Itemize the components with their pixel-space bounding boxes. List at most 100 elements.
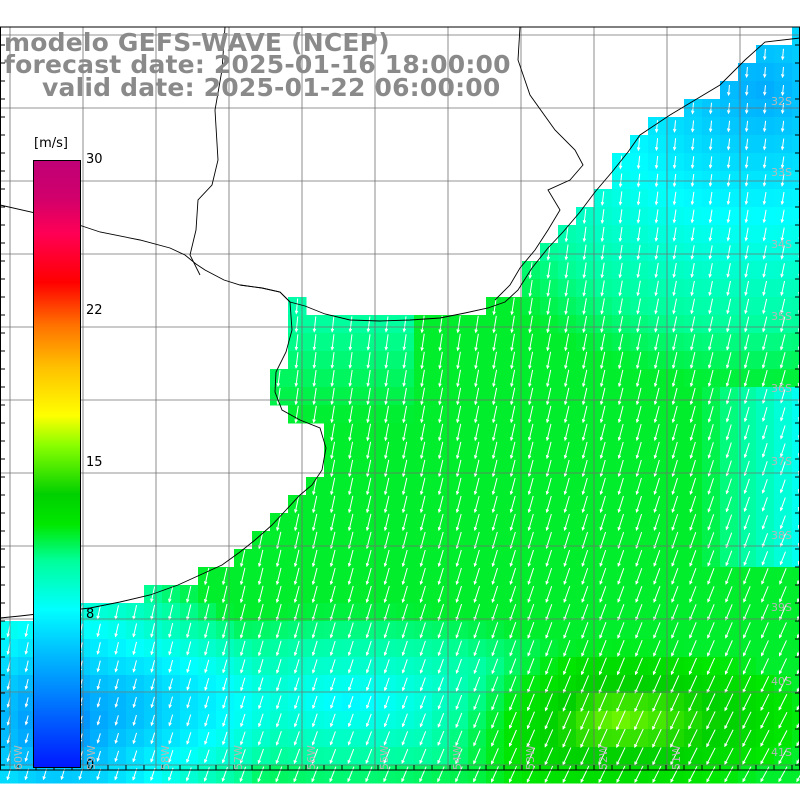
wind-arrow bbox=[419, 713, 426, 728]
wind-arrow bbox=[347, 567, 354, 586]
wind-arrow bbox=[419, 567, 426, 586]
wind-arrow bbox=[761, 586, 769, 603]
wind-arrow bbox=[726, 156, 731, 169]
wind-arrow bbox=[545, 495, 552, 514]
wind-arrow bbox=[204, 731, 210, 746]
wind-arrow bbox=[492, 333, 497, 352]
wind-arrow bbox=[761, 515, 768, 530]
wind-arrow bbox=[508, 747, 517, 765]
wind-arrow bbox=[546, 315, 551, 334]
wind-arrow bbox=[726, 298, 732, 315]
wind-arrow bbox=[150, 714, 156, 727]
wind-arrow bbox=[491, 495, 498, 514]
wind-arrow bbox=[671, 495, 679, 514]
wind-arrow bbox=[150, 696, 155, 709]
wind-arrow bbox=[491, 441, 498, 460]
wind-arrow bbox=[509, 477, 516, 496]
wind-arrow bbox=[780, 138, 785, 151]
wind-arrow bbox=[545, 423, 552, 442]
wind-arrow bbox=[509, 567, 517, 586]
wind-arrow bbox=[492, 423, 498, 442]
wind-arrow bbox=[204, 622, 210, 639]
wind-arrow bbox=[670, 729, 680, 748]
wind-arrow bbox=[707, 640, 715, 657]
wind-arrow bbox=[563, 603, 571, 621]
wind-arrow bbox=[689, 513, 697, 531]
wind-arrow bbox=[419, 766, 427, 783]
wind-arrow bbox=[779, 479, 786, 494]
wind-arrow bbox=[204, 714, 210, 727]
wind-arrow bbox=[600, 280, 605, 297]
wind-arrow bbox=[546, 262, 551, 279]
wind-arrow bbox=[473, 477, 480, 496]
wind-arrow bbox=[455, 712, 463, 729]
wind-arrow bbox=[294, 316, 299, 333]
wind-arrow bbox=[527, 585, 535, 603]
wind-arrow bbox=[580, 675, 590, 694]
wind-arrow bbox=[42, 768, 48, 781]
wind-arrow bbox=[348, 370, 353, 388]
wind-arrow bbox=[796, 702, 800, 711]
wind-arrow bbox=[546, 351, 552, 370]
wind-arrow bbox=[312, 352, 317, 369]
wind-arrow bbox=[455, 549, 462, 568]
wind-arrow bbox=[670, 765, 680, 783]
wind-arrow bbox=[222, 713, 228, 728]
wind-arrow bbox=[437, 585, 444, 604]
wind-arrow bbox=[221, 766, 228, 783]
wind-arrow bbox=[294, 405, 299, 424]
wind-arrow bbox=[508, 766, 517, 783]
wind-arrow bbox=[293, 766, 301, 783]
wind-arrow bbox=[725, 586, 733, 603]
wind-arrow bbox=[545, 622, 553, 639]
wind-arrow bbox=[707, 550, 715, 567]
wind-arrow bbox=[437, 603, 445, 622]
wind-arrow bbox=[689, 387, 696, 406]
wind-arrow bbox=[168, 641, 174, 656]
wind-arrow bbox=[366, 352, 371, 369]
wind-arrow bbox=[780, 84, 785, 97]
wind-arrow bbox=[330, 316, 335, 333]
wind-arrow bbox=[634, 657, 643, 676]
wind-arrow bbox=[257, 567, 264, 586]
wind-arrow bbox=[294, 695, 300, 710]
wind-arrow bbox=[545, 585, 553, 603]
wind-arrow bbox=[635, 369, 642, 388]
wind-arrow bbox=[455, 459, 462, 478]
wind-arrow bbox=[545, 603, 553, 621]
wind-arrow bbox=[781, 48, 785, 61]
wind-arrow bbox=[222, 695, 228, 709]
wind-arrow bbox=[598, 692, 608, 713]
wind-arrow bbox=[330, 387, 335, 406]
wind-arrow bbox=[599, 405, 606, 424]
wind-arrow bbox=[186, 586, 192, 603]
wind-arrow bbox=[779, 334, 786, 351]
wind-arrow bbox=[510, 351, 516, 370]
title-valid-date: valid date: 2025-01-22 06:00:00 bbox=[42, 73, 501, 102]
wind-arrow bbox=[564, 298, 569, 316]
wind-arrow bbox=[473, 441, 480, 460]
wind-arrow bbox=[617, 604, 625, 621]
wind-arrow bbox=[762, 191, 767, 206]
wind-arrow bbox=[762, 174, 767, 187]
wind-arrow bbox=[329, 748, 337, 765]
wind-arrow bbox=[618, 173, 623, 188]
wind-arrow bbox=[761, 551, 769, 566]
wind-arrow bbox=[222, 731, 228, 746]
wind-arrow bbox=[402, 334, 407, 351]
wind-arrow bbox=[528, 387, 534, 406]
wind-arrow bbox=[258, 677, 264, 692]
lon-label-60w: 60W bbox=[12, 745, 25, 770]
wind-arrow bbox=[634, 728, 644, 749]
wind-arrow bbox=[473, 513, 480, 532]
wind-arrow bbox=[383, 549, 390, 568]
wind-arrow bbox=[114, 750, 120, 763]
wind-arrow bbox=[473, 585, 481, 604]
wind-arrow bbox=[366, 423, 372, 442]
colorbar-tick-8: 8 bbox=[86, 607, 95, 622]
wind-arrow bbox=[690, 263, 695, 279]
wind-arrow bbox=[654, 227, 659, 242]
wind-arrow bbox=[671, 387, 678, 406]
wind-arrow bbox=[312, 495, 318, 514]
wind-arrow bbox=[635, 640, 643, 657]
